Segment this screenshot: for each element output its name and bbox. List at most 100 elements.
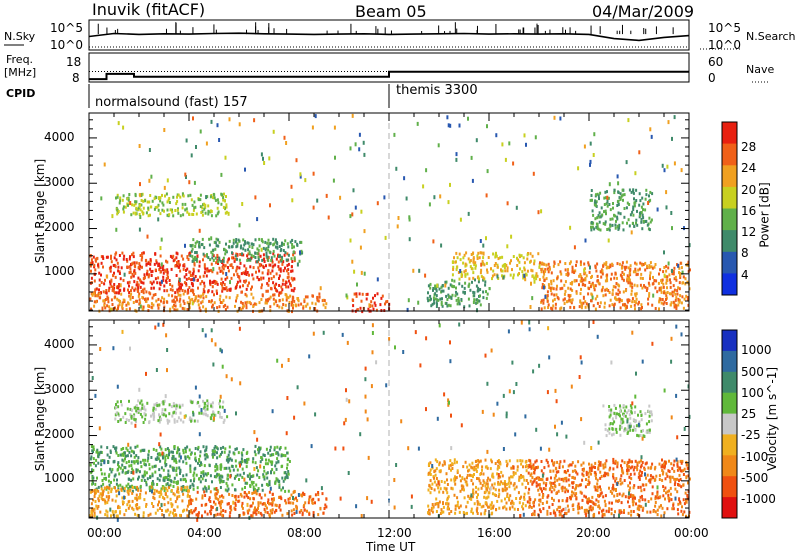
panel-1-cell: [240, 494, 243, 498]
panel-0-cell: [605, 287, 608, 291]
panel-1-cell: [172, 511, 174, 515]
panel-0-cell: [90, 276, 93, 280]
panel-0-cell: [435, 305, 438, 308]
panel-1-cell: [133, 485, 136, 489]
panel-0-cell: [155, 299, 158, 303]
panel-0-cell: [634, 270, 637, 274]
panel-0-cell: [314, 114, 317, 119]
panel-1-cell: [209, 510, 212, 513]
panel-1-cell: [504, 497, 506, 501]
panel-0-cell: [677, 299, 680, 303]
panel-0-cell: [497, 257, 500, 261]
panel-0-cell: [577, 166, 580, 171]
panel-0-cell: [211, 285, 214, 289]
panel-1-cell: [125, 461, 128, 465]
panel-0-cell: [606, 273, 609, 277]
panel-0-cell: [482, 278, 485, 282]
panel-1-cell: [486, 482, 489, 486]
panel-1-cell: [137, 477, 139, 481]
panel-1-cell: [516, 459, 519, 463]
panel-1-cell: [535, 484, 538, 488]
panel-0-cell: [617, 181, 620, 186]
panel-0-cell: [149, 267, 152, 271]
panel-0-cell: [205, 195, 208, 200]
panel-1-cell: [285, 501, 288, 505]
panel-0-cell: [199, 205, 202, 209]
panel-1-cell: [166, 482, 169, 486]
panel-0-cell: [252, 266, 255, 270]
panel-1-cell: [219, 506, 222, 510]
panel-0-cell: [589, 141, 592, 146]
panel-1-cell: [221, 475, 224, 479]
panel-0-cell: [287, 268, 290, 272]
panel-1-cell: [249, 504, 252, 508]
panel-0-cell: [607, 238, 610, 243]
panel-0-cell: [615, 219, 617, 223]
panel-1-cell: [136, 485, 139, 489]
panel-0-cell: [590, 225, 592, 229]
panel-1-cell: [669, 475, 672, 479]
panel-0-cell: [240, 308, 243, 312]
panel-1-cell: [124, 412, 127, 416]
panel-0-cell: [626, 298, 629, 302]
panel-1-cell: [513, 507, 516, 511]
panel-1-cell: [506, 462, 509, 466]
panel-0-cell: [100, 196, 103, 201]
panel-0-cell: [191, 212, 194, 216]
panel-1-cell: [637, 485, 640, 489]
panel-1-cell: [254, 506, 256, 510]
panel-0-cell: [605, 263, 608, 267]
panel-0-cell: [675, 278, 678, 282]
panel-0-cell: [384, 302, 386, 306]
panel-1-cell: [486, 479, 489, 483]
panel-1-cell: [641, 494, 643, 498]
panel-1-cell: [148, 420, 151, 424]
panel-1-cell: [533, 479, 536, 483]
panel-0-cell: [530, 281, 532, 286]
panel-1-cell: [224, 488, 227, 492]
panel-1-cell: [622, 492, 625, 496]
panel-1-cell: [198, 411, 201, 415]
panel-0-cell: [682, 281, 685, 285]
panel-1-cell: [631, 500, 634, 504]
panel-1-cell: [151, 474, 154, 478]
panel-1-cell: [114, 499, 117, 503]
panel-0-cell: [262, 265, 265, 269]
panel-0-cell: [257, 266, 260, 270]
panel-0-cell: [247, 248, 250, 252]
panel-1-cell: [218, 478, 221, 482]
panel-0-cell: [202, 252, 205, 256]
panel-0-cell: [172, 214, 175, 218]
panel-1-cell: [670, 462, 673, 466]
panel-1-cell: [674, 481, 677, 485]
panel-0-cell: [381, 294, 384, 298]
panel-0-cell: [568, 262, 571, 266]
panel-1-cell: [551, 503, 554, 506]
panel-1-cell: [186, 514, 189, 518]
panel-1-cell: [146, 401, 149, 405]
panel-1-cell: [540, 478, 542, 481]
panel-1-cell: [464, 460, 467, 464]
panel-0-cell: [472, 258, 475, 262]
panel-1-cell: [142, 514, 145, 518]
panel-1-cell: [500, 480, 503, 484]
panel-1-cell: [172, 457, 175, 461]
panel-0-cell: [374, 294, 376, 298]
panel-0-cell: [662, 282, 665, 286]
panel-0-cell: [139, 215, 142, 219]
panel-0-cell: [616, 215, 619, 219]
panel-0-cell: [629, 213, 632, 217]
panel-1-cell: [279, 508, 282, 512]
panel-0-cell: [608, 182, 611, 187]
panel-0-cell: [130, 213, 133, 217]
panel-0-cell: [106, 297, 109, 301]
panel-1-cell: [104, 499, 107, 503]
panel-0-cell: [444, 283, 447, 288]
panel-1-cell: [448, 512, 451, 516]
panel-0-cell: [313, 307, 316, 311]
panel-1-cell: [163, 489, 166, 493]
panel-0-cell: [94, 259, 97, 263]
panel-0-cell: [160, 279, 163, 284]
panel-0-cell: [156, 303, 159, 307]
panel-0-cell: [579, 299, 582, 304]
